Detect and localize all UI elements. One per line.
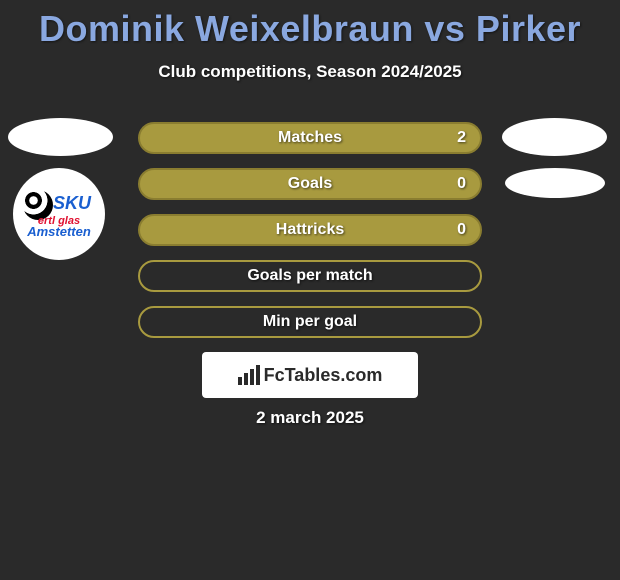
stat-label: Hattricks — [276, 221, 344, 239]
stat-bar-matches: Matches 2 — [138, 122, 482, 154]
stat-bars-container: Matches 2 Goals 0 Hattricks 0 Goals per … — [138, 122, 482, 352]
stat-bar-hattricks: Hattricks 0 — [138, 214, 482, 246]
player-avatar-placeholder-right — [502, 118, 607, 156]
stat-bar-min-per-goal: Min per goal — [138, 306, 482, 338]
player-avatar-placeholder-left — [8, 118, 113, 156]
club-badge-bottom-text: Amstetten — [27, 225, 91, 238]
stat-label: Goals per match — [247, 267, 372, 285]
stat-bar-goals-per-match: Goals per match — [138, 260, 482, 292]
stat-bar-goals: Goals 0 — [138, 168, 482, 200]
bar-chart-icon — [238, 365, 260, 385]
stat-label: Matches — [278, 129, 342, 147]
comparison-title: Dominik Weixelbraun vs Pirker — [0, 0, 620, 50]
stat-value: 0 — [457, 175, 466, 193]
left-player-column: SKU ertl glas Amstetten — [8, 118, 118, 260]
club-badge-sku-amstetten: SKU ertl glas Amstetten — [13, 168, 105, 260]
comparison-date: 2 march 2025 — [256, 408, 364, 428]
stat-value: 2 — [457, 129, 466, 147]
comparison-subtitle: Club competitions, Season 2024/2025 — [0, 62, 620, 82]
club-badge-top-text: SKU — [53, 194, 91, 212]
fctables-branding: FcTables.com — [202, 352, 418, 398]
branding-text: FcTables.com — [264, 365, 383, 386]
stat-label: Goals — [288, 175, 332, 193]
stat-label: Min per goal — [263, 313, 357, 331]
club-badge-placeholder-right — [505, 168, 605, 198]
stat-value: 0 — [457, 221, 466, 239]
right-player-column — [502, 118, 612, 198]
